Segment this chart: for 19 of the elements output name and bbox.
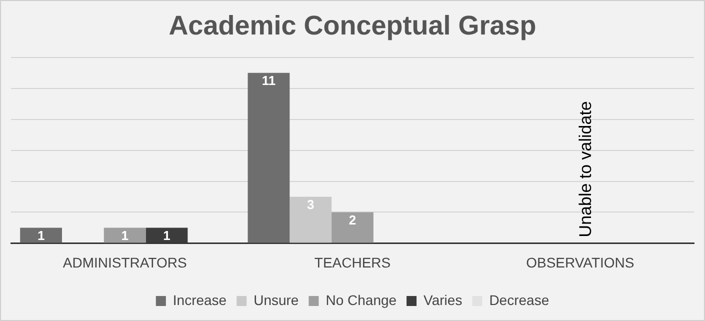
data-label: 1 [121,228,128,243]
data-label: 1 [37,228,45,243]
x-tick-label: TEACHERS [314,254,391,270]
x-tick-label: ADMINISTRATORS [62,254,187,270]
legend-label: Increase [172,292,227,308]
x-tick-label: OBSERVATIONS [526,254,634,270]
data-label: 11 [262,72,276,88]
legend-label: Unsure [254,292,299,308]
legend-label: No Change [326,292,397,308]
bar [104,228,146,243]
annotation: Unable to validate [576,101,595,238]
bar [332,212,374,243]
bar [248,72,290,243]
legend-label: Decrease [489,292,550,308]
data-label: 2 [348,212,356,228]
legend-label: Varies [424,292,462,308]
bar [20,228,62,243]
data-label: 1 [163,228,170,243]
chart-title: Academic Conceptual Grasp [168,10,536,41]
